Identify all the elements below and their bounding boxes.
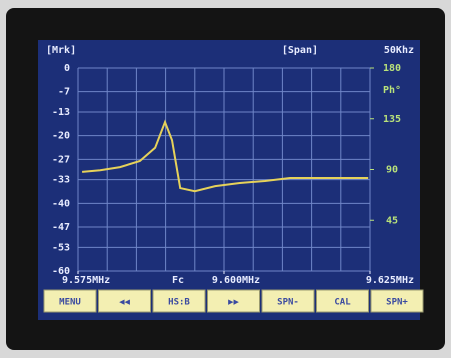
x-tick-label: 9.575MHz	[62, 275, 110, 286]
button-label[interactable]: SPN-	[277, 298, 299, 308]
y-tick-label: -20	[52, 131, 70, 142]
y-tick-label: -40	[52, 198, 70, 209]
y-tick-label: -53	[52, 242, 70, 253]
device-photo: [Mrk] [Span] 50Khz Ph° Fc 0 -7 -13 -20 -27 -3…	[0, 0, 451, 358]
y-tick-label: 0	[64, 63, 70, 74]
y2-tick-label: 180	[383, 63, 401, 74]
y-tick-label: -47	[52, 222, 70, 233]
y2-tick-label: 45	[386, 215, 398, 226]
button-label[interactable]: ◀◀	[119, 298, 130, 308]
button-label[interactable]: ▶▶	[228, 298, 239, 308]
y-tick-label: -13	[52, 107, 70, 118]
header-right: 50Khz	[384, 45, 414, 56]
button-label[interactable]: HS:B	[168, 298, 190, 308]
button-label[interactable]: MENU	[59, 298, 81, 308]
header-mid: [Span]	[282, 45, 318, 56]
x-tick-label: 9.600MHz	[212, 275, 260, 286]
button-label[interactable]: SPN+	[386, 298, 408, 308]
y2-tick-label: 90	[386, 165, 398, 176]
header-left: [Mrk]	[46, 45, 76, 56]
center-label: Fc	[172, 275, 184, 286]
y-tick-label: -33	[52, 175, 70, 186]
x-tick-label: 9.625MHz	[366, 275, 414, 286]
y2-axis-label: Ph°	[383, 85, 401, 96]
y-tick-label: -27	[52, 154, 70, 165]
y-tick-label: -7	[58, 87, 70, 98]
y2-tick-label: 135	[383, 114, 401, 125]
button-label[interactable]: CAL	[334, 298, 351, 308]
